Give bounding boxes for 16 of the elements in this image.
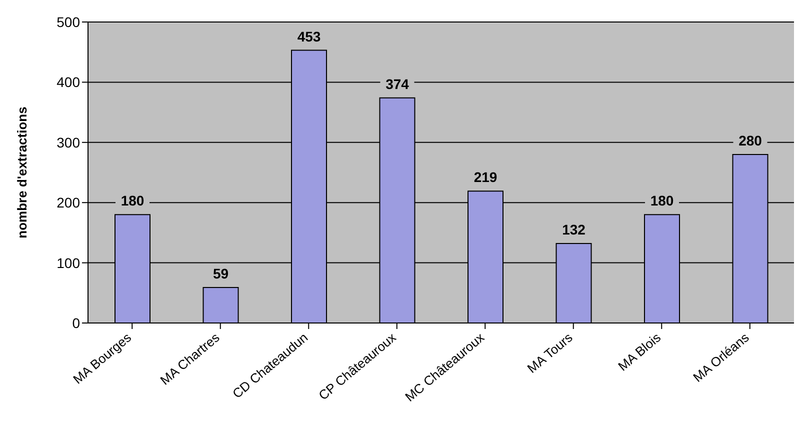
data-label: 280 [738, 132, 762, 148]
y-tick-label: 200 [56, 194, 80, 211]
y-tick-label: 100 [56, 254, 80, 271]
data-label: 219 [474, 169, 498, 186]
data-label: 132 [562, 222, 586, 238]
y-tick-label: 500 [56, 14, 80, 30]
y-axis-title: nombre d'extractions [14, 106, 30, 238]
y-tick-label: 300 [56, 134, 80, 150]
y-tick-label: 400 [56, 74, 80, 90]
data-label: 59 [212, 265, 229, 282]
data-label: 453 [297, 28, 321, 44]
y-tick-label: 0 [72, 314, 80, 331]
data-label: 374 [386, 76, 410, 92]
x-tick-label: MA Blois [615, 329, 664, 374]
data-label: 180 [120, 192, 144, 209]
data-label: 180 [650, 192, 674, 209]
